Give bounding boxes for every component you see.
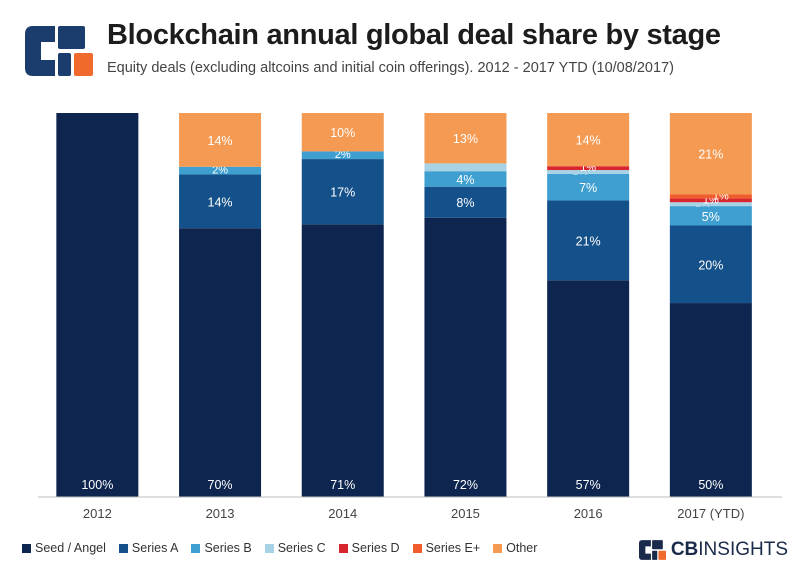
- legend-item: Series C: [264, 541, 326, 555]
- bar-segment: [547, 113, 630, 167]
- legend-item: Other: [493, 541, 537, 555]
- data-label: 4%: [456, 173, 474, 187]
- legend-swatch: [338, 543, 348, 553]
- data-label: 71%: [330, 478, 355, 492]
- chart-subtitle: Equity deals (excluding altcoins and ini…: [107, 60, 674, 76]
- bar-segment: [669, 113, 752, 195]
- legend-swatch: [493, 543, 503, 553]
- bar-segment: [424, 186, 507, 218]
- legend-item: Series D: [338, 541, 400, 555]
- bar-segment: [669, 225, 752, 304]
- data-label: 5%: [702, 210, 720, 224]
- cb-insights-small-logo-icon: [638, 540, 666, 560]
- bar-segment: [547, 280, 630, 497]
- legend-label: Series E+: [425, 541, 481, 555]
- bar-segment: [669, 303, 752, 497]
- legend-item: Series B: [191, 541, 252, 555]
- data-label: 14%: [208, 134, 233, 148]
- legend-swatch: [412, 543, 422, 553]
- data-label: 17%: [330, 186, 355, 200]
- data-label: 2%: [212, 165, 228, 177]
- brand-bold: CB: [670, 539, 699, 560]
- legend-swatch: [191, 543, 201, 553]
- bar-segment: [301, 113, 384, 152]
- data-label: 2%: [449, 161, 465, 173]
- legend-swatch: [22, 543, 31, 553]
- data-label: 57%: [576, 478, 601, 492]
- bar-segment: [547, 173, 630, 201]
- data-label: 70%: [208, 478, 233, 492]
- legend-swatch: [264, 543, 274, 553]
- x-tick-label: 2016: [574, 506, 603, 521]
- legend-label: Series D: [351, 541, 400, 555]
- x-tick-label: 2012: [83, 506, 112, 521]
- legend-item: Seed / Angel: [22, 541, 106, 555]
- bar-segment: [547, 166, 630, 171]
- legend-swatch: [118, 543, 128, 553]
- brand: CBINSIGHTS: [638, 539, 788, 561]
- data-label: 20%: [698, 258, 723, 272]
- data-label: 14%: [576, 134, 601, 148]
- x-tick-label: 2014: [328, 506, 357, 521]
- x-tick-label: 2017 (YTD): [677, 506, 744, 521]
- bar-segment: [179, 166, 262, 175]
- chart-title: Blockchain annual global deal share by s…: [107, 19, 721, 51]
- data-label: 21%: [698, 148, 723, 162]
- bar-segment: [179, 113, 262, 167]
- bar-segment: [179, 174, 262, 229]
- x-tick-labels: 2012 2013 2014 2015 2016 2017 (YTD): [83, 506, 745, 521]
- x-tick-label: 2013: [206, 506, 235, 521]
- cb-insights-logo-icon: [25, 26, 93, 76]
- x-tick-label: 2015: [451, 506, 480, 521]
- data-label: 13%: [453, 132, 478, 146]
- data-label: 72%: [453, 478, 478, 492]
- bar-segment: [424, 163, 507, 172]
- data-label: 21%: [576, 234, 601, 248]
- data-label: 2%: [335, 149, 351, 161]
- data-label: 7%: [579, 181, 597, 195]
- bar-segment: [669, 194, 752, 199]
- legend-label: Series C: [277, 541, 326, 555]
- bar-segment: [56, 113, 139, 497]
- bar-segment: [424, 113, 507, 164]
- data-label: 8%: [456, 196, 474, 210]
- bar-segment: [424, 171, 507, 187]
- data-label: 10%: [330, 126, 355, 140]
- bar-segment: [669, 206, 752, 226]
- legend-label: Other: [506, 541, 538, 555]
- data-label: 50%: [698, 478, 723, 492]
- bar-segment: [179, 228, 262, 497]
- legend-item: Series A: [118, 541, 179, 555]
- bar-segment: [669, 198, 752, 203]
- bars-group: 100% 70%14%2%14%71%17%2%10%72%8%4%2%13%57…: [56, 113, 752, 498]
- legend-label: Series A: [131, 541, 179, 555]
- bar-segment: [301, 224, 384, 498]
- bar-segment: [547, 170, 630, 174]
- brand-rest: INSIGHTS: [698, 539, 788, 560]
- bar-segment: [547, 200, 630, 281]
- data-label: 14%: [208, 195, 233, 209]
- data-label: 100%: [81, 478, 113, 492]
- legend-label: Series B: [204, 541, 252, 555]
- bar-segment: [669, 202, 752, 207]
- legend: Seed / Angel Series A Series B Series C Seri…: [22, 541, 537, 555]
- legend-item: Series E+: [412, 541, 481, 555]
- bar-segment: [424, 217, 507, 497]
- legend-label: Seed / Angel: [35, 541, 106, 555]
- bar-segment: [301, 151, 384, 160]
- bar-segment: [301, 159, 384, 225]
